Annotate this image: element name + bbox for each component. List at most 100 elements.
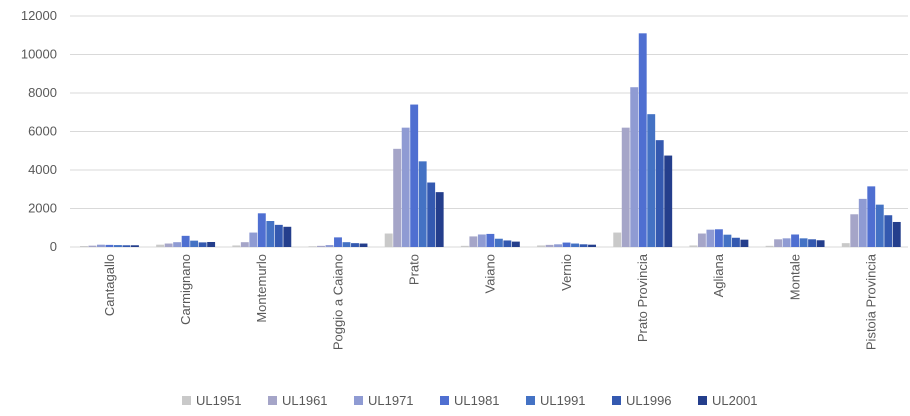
legend-swatch (268, 396, 277, 405)
bar-ul2001 (588, 244, 596, 247)
x-tick-label: Vaiano (483, 254, 498, 294)
bar-ul1996 (579, 244, 588, 247)
x-tick-label: Montemurlo (254, 254, 269, 323)
bar-ul1996 (274, 224, 283, 247)
y-tick-label: 2000 (28, 201, 57, 216)
bar-ul1996 (731, 237, 740, 247)
x-tick-label: Cantagallo (102, 254, 117, 316)
x-tick-label: Montale (787, 254, 802, 300)
bar-ul1951 (613, 232, 622, 247)
bar-ul1981 (410, 104, 419, 247)
x-tick-label: Prato (406, 254, 421, 285)
bar-ul1971 (858, 198, 867, 247)
bar-ul1991 (571, 243, 579, 247)
legend-label: UL1961 (282, 393, 328, 408)
y-tick-label: 12000 (21, 8, 57, 23)
bar-ul1961 (545, 244, 554, 247)
bar-ul1991 (494, 238, 503, 247)
bar-ul1996 (655, 140, 664, 247)
bar-ul1961 (774, 239, 783, 247)
bar-ul1991 (190, 240, 199, 247)
bar-ul2001 (131, 245, 139, 247)
y-tick-label: 0 (50, 239, 57, 254)
bar-ul2001 (283, 226, 292, 247)
bar-ul1961 (469, 236, 478, 247)
bar-ul1991 (266, 221, 275, 247)
x-tick-label: Vernio (559, 254, 574, 291)
bar-ul1996 (884, 215, 893, 247)
bar-ul1981 (105, 244, 114, 247)
bar-ul1961 (621, 127, 630, 247)
bar-ul1991 (418, 161, 427, 247)
bar-ul1951 (80, 246, 88, 247)
bar-ul1971 (554, 244, 562, 247)
bar-ul1981 (257, 213, 266, 247)
bar-ul1971 (477, 234, 486, 247)
legend-swatch (354, 396, 363, 405)
legend-swatch (526, 396, 535, 405)
x-tick-label: Pistoia Provincia (864, 253, 879, 350)
bar-ul1971 (401, 127, 410, 247)
bar-ul1951 (232, 245, 241, 247)
bar-ul2001 (664, 155, 673, 247)
bar-ul2001 (435, 192, 444, 247)
x-tick-label: Prato Provincia (635, 253, 650, 342)
legend-label: UL1991 (540, 393, 586, 408)
bar-ul1991 (647, 114, 656, 247)
bar-ul1971 (325, 245, 334, 247)
bar-ul1951 (308, 246, 317, 247)
x-tick-label: Poggio a Caiano (330, 254, 345, 350)
bar-ul1951 (460, 245, 469, 247)
x-tick-label: Agliana (711, 253, 726, 297)
bar-ul1961 (393, 148, 402, 247)
bar-ul1971 (173, 242, 182, 247)
bar-ul1991 (799, 238, 808, 247)
bar-ul1981 (638, 33, 647, 248)
bar-ul2001 (892, 221, 901, 247)
bar-ul1981 (714, 229, 723, 247)
y-tick-label: 10000 (21, 47, 57, 62)
bar-ul1951 (537, 245, 545, 247)
bar-ul1961 (164, 243, 173, 247)
bar-ul1981 (562, 242, 571, 247)
x-tick-label: Carmignano (178, 254, 193, 325)
bar-ul1951 (765, 245, 774, 247)
bar-ul1991 (114, 245, 122, 247)
bar-ul1951 (156, 244, 165, 247)
bar-ul2001 (740, 239, 749, 247)
y-tick-label: 4000 (28, 162, 57, 177)
legend-label: UL2001 (712, 393, 758, 408)
bar-ul1996 (427, 182, 436, 247)
bar-ul1961 (697, 233, 706, 247)
bar-ul1981 (334, 237, 342, 247)
bar-ul1981 (791, 234, 800, 247)
bar-ul1971 (249, 232, 258, 247)
bar-ul1961 (88, 245, 97, 247)
y-tick-label: 6000 (28, 124, 57, 139)
bar-ul1961 (850, 214, 859, 247)
bar-ul2001 (511, 241, 520, 247)
legend-swatch (698, 396, 707, 405)
bar-ul1951 (841, 243, 850, 247)
bar-ul2001 (207, 241, 216, 247)
bar-ul2001 (816, 240, 825, 247)
bar-ul1996 (503, 240, 512, 247)
bar-ul1951 (384, 233, 393, 247)
legend-label: UL1981 (454, 393, 500, 408)
bar-ul1981 (181, 235, 190, 247)
bar-ul1961 (240, 242, 249, 247)
bar-ul1971 (706, 229, 715, 247)
y-tick-label: 8000 (28, 85, 57, 100)
bar-ul1996 (122, 245, 131, 247)
legend-swatch (440, 396, 449, 405)
bar-ul1981 (486, 233, 495, 247)
y-axis-ticks: 0 2000 4000 6000 8000 10000 12000 (21, 8, 57, 254)
bar-ul1971 (782, 238, 791, 247)
legend-label: UL1996 (626, 393, 672, 408)
bars (80, 33, 901, 248)
bar-ul1991 (875, 204, 884, 247)
bar-ul1996 (198, 242, 207, 247)
bar-ul1971 (97, 244, 105, 247)
